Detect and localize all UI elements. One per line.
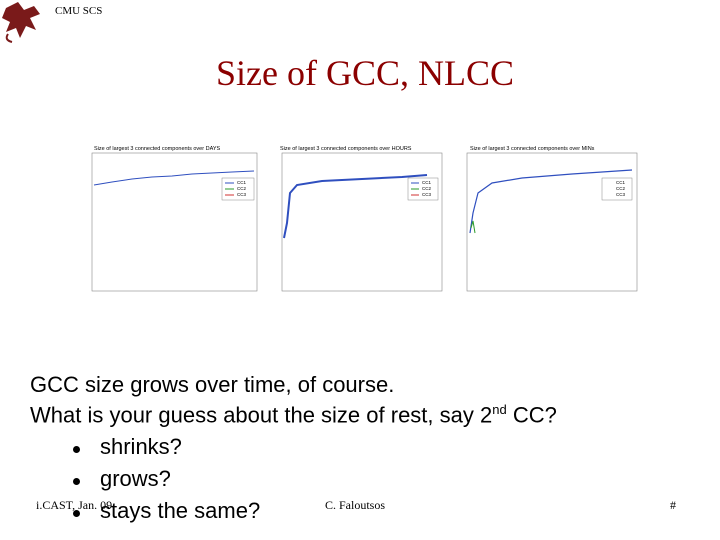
legend-label: CC2: [422, 186, 431, 191]
bullet-text: grows?: [100, 466, 171, 491]
logo: [2, 2, 40, 43]
legend-label: CC3: [422, 192, 431, 197]
cc1-curve: [283, 174, 428, 239]
footer-right: #: [670, 498, 676, 512]
bullet: [73, 478, 80, 485]
bullet: [73, 446, 80, 453]
text: CC?: [506, 402, 557, 428]
text: What is your guess about the size of res…: [30, 402, 493, 428]
logo-tail: [5, 33, 13, 43]
logo-text: CMU SCS: [55, 5, 103, 17]
bullet-text: shrinks?: [100, 434, 182, 459]
figure-days: Size of largest 3 connected components o…: [91, 146, 258, 292]
figure-hours: Size of largest 3 connected components o…: [280, 146, 443, 292]
footer-center: C. Faloutsos: [325, 498, 386, 512]
body-line: GCC size grows over time, of course.: [30, 372, 395, 397]
superscript: nd: [492, 402, 507, 417]
figure-mins: Size of largest 3 connected components o…: [466, 146, 638, 292]
legend-label: CC1: [422, 180, 431, 185]
footer-left: i.CAST, Jan. 09: [36, 498, 113, 512]
legend-label: CC1: [237, 180, 246, 185]
legend-label: CC2: [616, 186, 625, 191]
legend-label: CC1: [616, 180, 625, 185]
figure-title: Size of largest 3 connected components o…: [94, 146, 220, 152]
plot-frame: [91, 152, 258, 292]
legend-label: CC2: [237, 186, 246, 191]
logo-dragon: [2, 2, 40, 38]
figure-title: Size of largest 3 connected components o…: [280, 146, 412, 152]
cc2-curve: [470, 220, 476, 234]
bullet-text: stays the same?: [100, 498, 261, 523]
legend-label: CC3: [616, 192, 625, 197]
cc1-curve: [93, 170, 255, 186]
legend-label: CC3: [237, 192, 246, 197]
body-line: What is your guess about the size of res…: [30, 402, 557, 428]
figure-title: Size of largest 3 connected components o…: [470, 146, 595, 152]
plot-frame: [466, 152, 638, 292]
bullet: [73, 510, 80, 517]
slide-title: Size of GCC, NLCC: [215, 53, 514, 93]
plot-frame: [281, 152, 443, 292]
cc1-curve: [469, 169, 633, 234]
legend-box: [601, 177, 633, 201]
figure-strip: Size of largest 3 connected components o…: [91, 146, 638, 292]
